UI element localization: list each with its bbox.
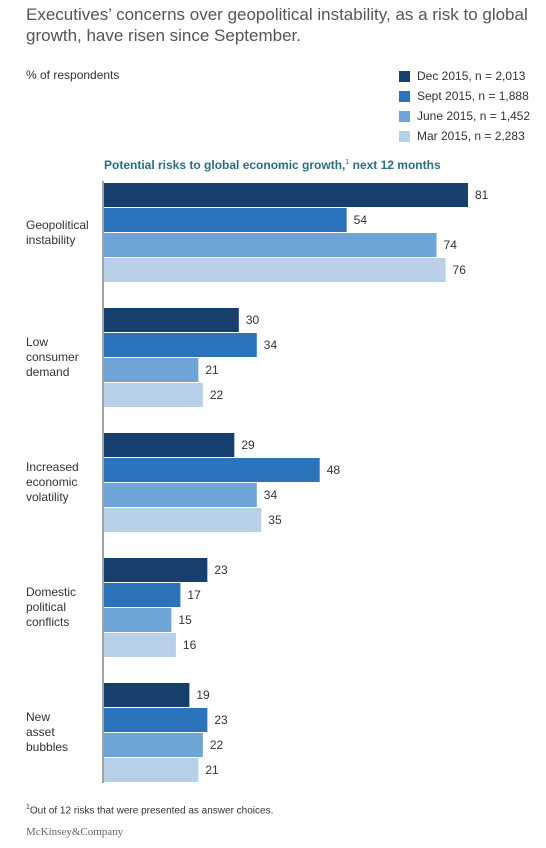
bar — [104, 558, 208, 582]
bar — [104, 308, 239, 332]
category-label-line: Geopolitical — [26, 217, 89, 232]
legend-swatch — [399, 110, 410, 122]
category-label-line: economic — [26, 475, 78, 489]
bar — [104, 358, 199, 382]
footnote-text: Out of 12 risks that were presented as a… — [29, 805, 274, 817]
chart-title-footnote-marker: 1 — [345, 159, 350, 166]
bar — [104, 708, 208, 732]
bar — [104, 633, 176, 657]
data-label: 19 — [196, 688, 210, 702]
bar — [104, 208, 347, 232]
category-label: Low consumer demand — [26, 335, 79, 380]
category-label-line: consumer — [26, 350, 79, 364]
chart-title-text: Potential risks to global economic growt… — [104, 158, 346, 172]
data-label: 21 — [205, 763, 219, 777]
bar — [104, 458, 320, 482]
category-label-line: conflicts — [26, 615, 70, 629]
category-label-line: volatility — [26, 490, 69, 504]
unit-label: % of respondents — [26, 68, 120, 82]
bar — [104, 758, 199, 782]
footnote-marker: 1 — [26, 804, 30, 811]
bar — [104, 608, 172, 632]
legend-label: Mar 2015, n = 2,283 — [417, 129, 525, 143]
data-label: 34 — [264, 488, 278, 502]
category-label-line: Low — [26, 335, 49, 349]
category-label-line: political — [26, 600, 67, 614]
legend-swatch — [399, 90, 410, 102]
data-label: 34 — [264, 338, 278, 352]
category-label-line: Increased — [26, 460, 79, 474]
data-label: 15 — [178, 613, 192, 627]
data-label: 16 — [183, 638, 197, 652]
data-label: 35 — [268, 513, 282, 527]
bar — [104, 733, 203, 757]
category-label-line: New — [26, 710, 51, 724]
data-label: 21 — [205, 363, 219, 377]
footnote: 1Out of 12 risks that were presented as … — [26, 804, 273, 816]
category-label: Domestic political conflicts — [26, 585, 76, 630]
category-label: Increased economic volatility — [26, 460, 79, 505]
data-label: 22 — [210, 388, 224, 402]
legend-label: Sept 2015, n = 1,888 — [417, 89, 529, 103]
data-label: 76 — [453, 263, 467, 277]
data-label: 54 — [354, 213, 368, 227]
legend-item: Sept 2015, n = 1,888 — [399, 86, 530, 106]
bar — [104, 508, 262, 532]
bar — [104, 483, 257, 507]
bar — [104, 683, 190, 707]
bar — [104, 258, 446, 282]
legend-item: June 2015, n = 1,452 — [399, 106, 530, 126]
category-label: New asset bubbles — [26, 710, 68, 755]
data-label: 48 — [327, 463, 341, 477]
legend-item: Mar 2015, n = 2,283 — [399, 126, 530, 146]
chart-headline: Executives’ concerns over geopolitical i… — [26, 5, 528, 45]
data-label: 74 — [444, 238, 458, 252]
category-label-line: asset — [26, 725, 55, 739]
bar-chart: 81 54 74 76 30 34 21 22 29 48 34 35 23 17 15 16 19 23 22 21 — [102, 181, 489, 783]
brand-logo: McKinsey&Company — [26, 826, 124, 838]
legend-label: June 2015, n = 1,452 — [417, 109, 531, 123]
bar — [104, 233, 437, 257]
data-label: 30 — [246, 313, 260, 327]
category-label-line: instability — [26, 232, 76, 247]
data-label: 22 — [210, 738, 224, 752]
legend-swatch — [399, 130, 410, 142]
category-label-line: bubbles — [26, 740, 69, 754]
category-label-line: demand — [26, 365, 70, 379]
chart-title-suffix: next 12 months — [349, 158, 441, 172]
legend-item: Dec 2015, n = 2,013 — [399, 66, 530, 86]
data-label: 29 — [241, 438, 255, 452]
category-label: Geopolitical instability — [26, 218, 89, 248]
data-label: 23 — [214, 713, 228, 727]
legend: Dec 2015, n = 2,013 Sept 2015, n = 1,888 J… — [399, 66, 530, 146]
bar — [104, 183, 468, 207]
chart-title: Potential risks to global economic growt… — [104, 158, 441, 172]
bar — [104, 333, 257, 357]
bar — [104, 433, 235, 457]
data-label: 17 — [187, 588, 201, 602]
category-label-line: Domestic — [26, 585, 77, 599]
bar — [104, 383, 203, 407]
legend-swatch — [399, 70, 410, 82]
data-label: 81 — [475, 188, 489, 202]
data-label: 23 — [214, 563, 228, 577]
bar — [104, 583, 181, 607]
legend-label: Dec 2015, n = 2,013 — [417, 69, 526, 83]
